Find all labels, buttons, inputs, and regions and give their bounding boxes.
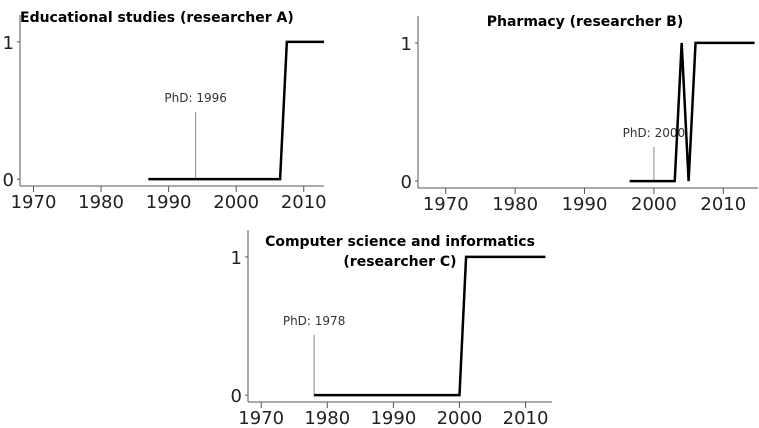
x-tick-label: 1990 xyxy=(562,194,608,215)
data-line xyxy=(314,255,546,397)
x-tick-label: 1990 xyxy=(370,408,416,428)
x-tick-label: 2000 xyxy=(631,194,677,215)
x-tick-label: 1970 xyxy=(423,194,469,215)
y-tick-label: 0 xyxy=(231,386,242,407)
x-tick-label: 2000 xyxy=(437,408,483,428)
annotation-label: PhD: 1996 xyxy=(164,91,226,105)
x-tick-label: 1980 xyxy=(492,194,538,215)
data-line xyxy=(629,41,755,183)
x-tick-label: 1990 xyxy=(146,192,192,213)
y-tick-label: 0 xyxy=(401,172,412,193)
x-tick-label: 1980 xyxy=(304,408,350,428)
x-tick-label: 2010 xyxy=(281,192,327,213)
x-tick-label: 2000 xyxy=(213,192,259,213)
annotation-label: PhD: 1978 xyxy=(283,314,345,328)
x-tick-label: 1980 xyxy=(78,192,124,213)
y-tick-label: 0 xyxy=(3,170,14,191)
y-tick-label: 1 xyxy=(401,34,412,55)
x-tick-label: 1970 xyxy=(11,192,57,213)
x-tick-label: 2010 xyxy=(503,408,549,428)
y-tick-label: 1 xyxy=(3,33,14,54)
x-tick-label: 2010 xyxy=(700,194,746,215)
data-line xyxy=(148,40,324,181)
y-tick-label: 1 xyxy=(231,248,242,269)
annotation-label: PhD: 2000 xyxy=(623,126,685,140)
x-tick-label: 1970 xyxy=(238,408,284,428)
chart-title: Pharmacy (researcher B) xyxy=(486,14,684,30)
chart-title: Computer science and informatics (resear… xyxy=(265,234,535,270)
chart-title: Educational studies (researcher A) xyxy=(20,10,294,26)
